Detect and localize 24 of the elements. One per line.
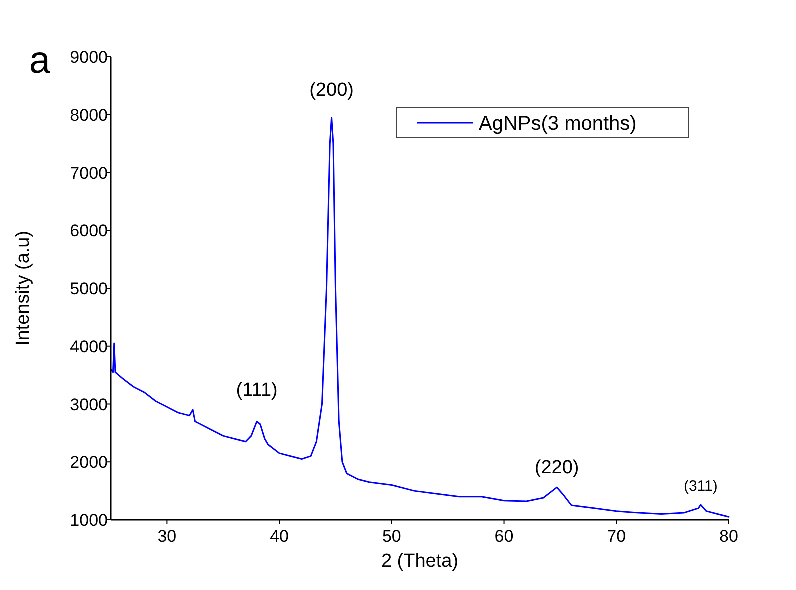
- y-tick-label: 5000: [70, 280, 108, 298]
- x-axis-title: 2 (Theta): [381, 551, 459, 572]
- x-tick-label: 80: [720, 527, 738, 546]
- text: a: [29, 40, 52, 82]
- y-tick-label: 7000: [70, 164, 108, 183]
- annotation: (220): [534, 458, 580, 479]
- x-tick-label: 30: [158, 527, 177, 546]
- y-tick-label: 1000: [70, 511, 108, 530]
- x-tick-label: 70: [607, 527, 626, 546]
- x-tick-label: 40: [270, 527, 290, 546]
- x-tick-label: 60: [494, 527, 514, 546]
- annotation: (111): [236, 380, 278, 402]
- annotation: (311): [684, 478, 718, 495]
- y-tick-label: 3000: [70, 395, 108, 414]
- y-tick-label: 2000: [70, 453, 108, 472]
- x-tick-label: 50: [382, 527, 402, 546]
- y-axis-title: Intensity (a.u): [13, 230, 34, 346]
- y-tick-label: 4000: [70, 337, 108, 356]
- y-tick-label: 8000: [70, 106, 108, 125]
- line-series: [110, 117, 730, 518]
- legend-label: AgNPs(3 months): [479, 113, 637, 135]
- y-tick-label: 9000: [70, 48, 108, 67]
- annotation: (200): [310, 80, 354, 101]
- y-tick-label: 6000: [70, 222, 108, 241]
